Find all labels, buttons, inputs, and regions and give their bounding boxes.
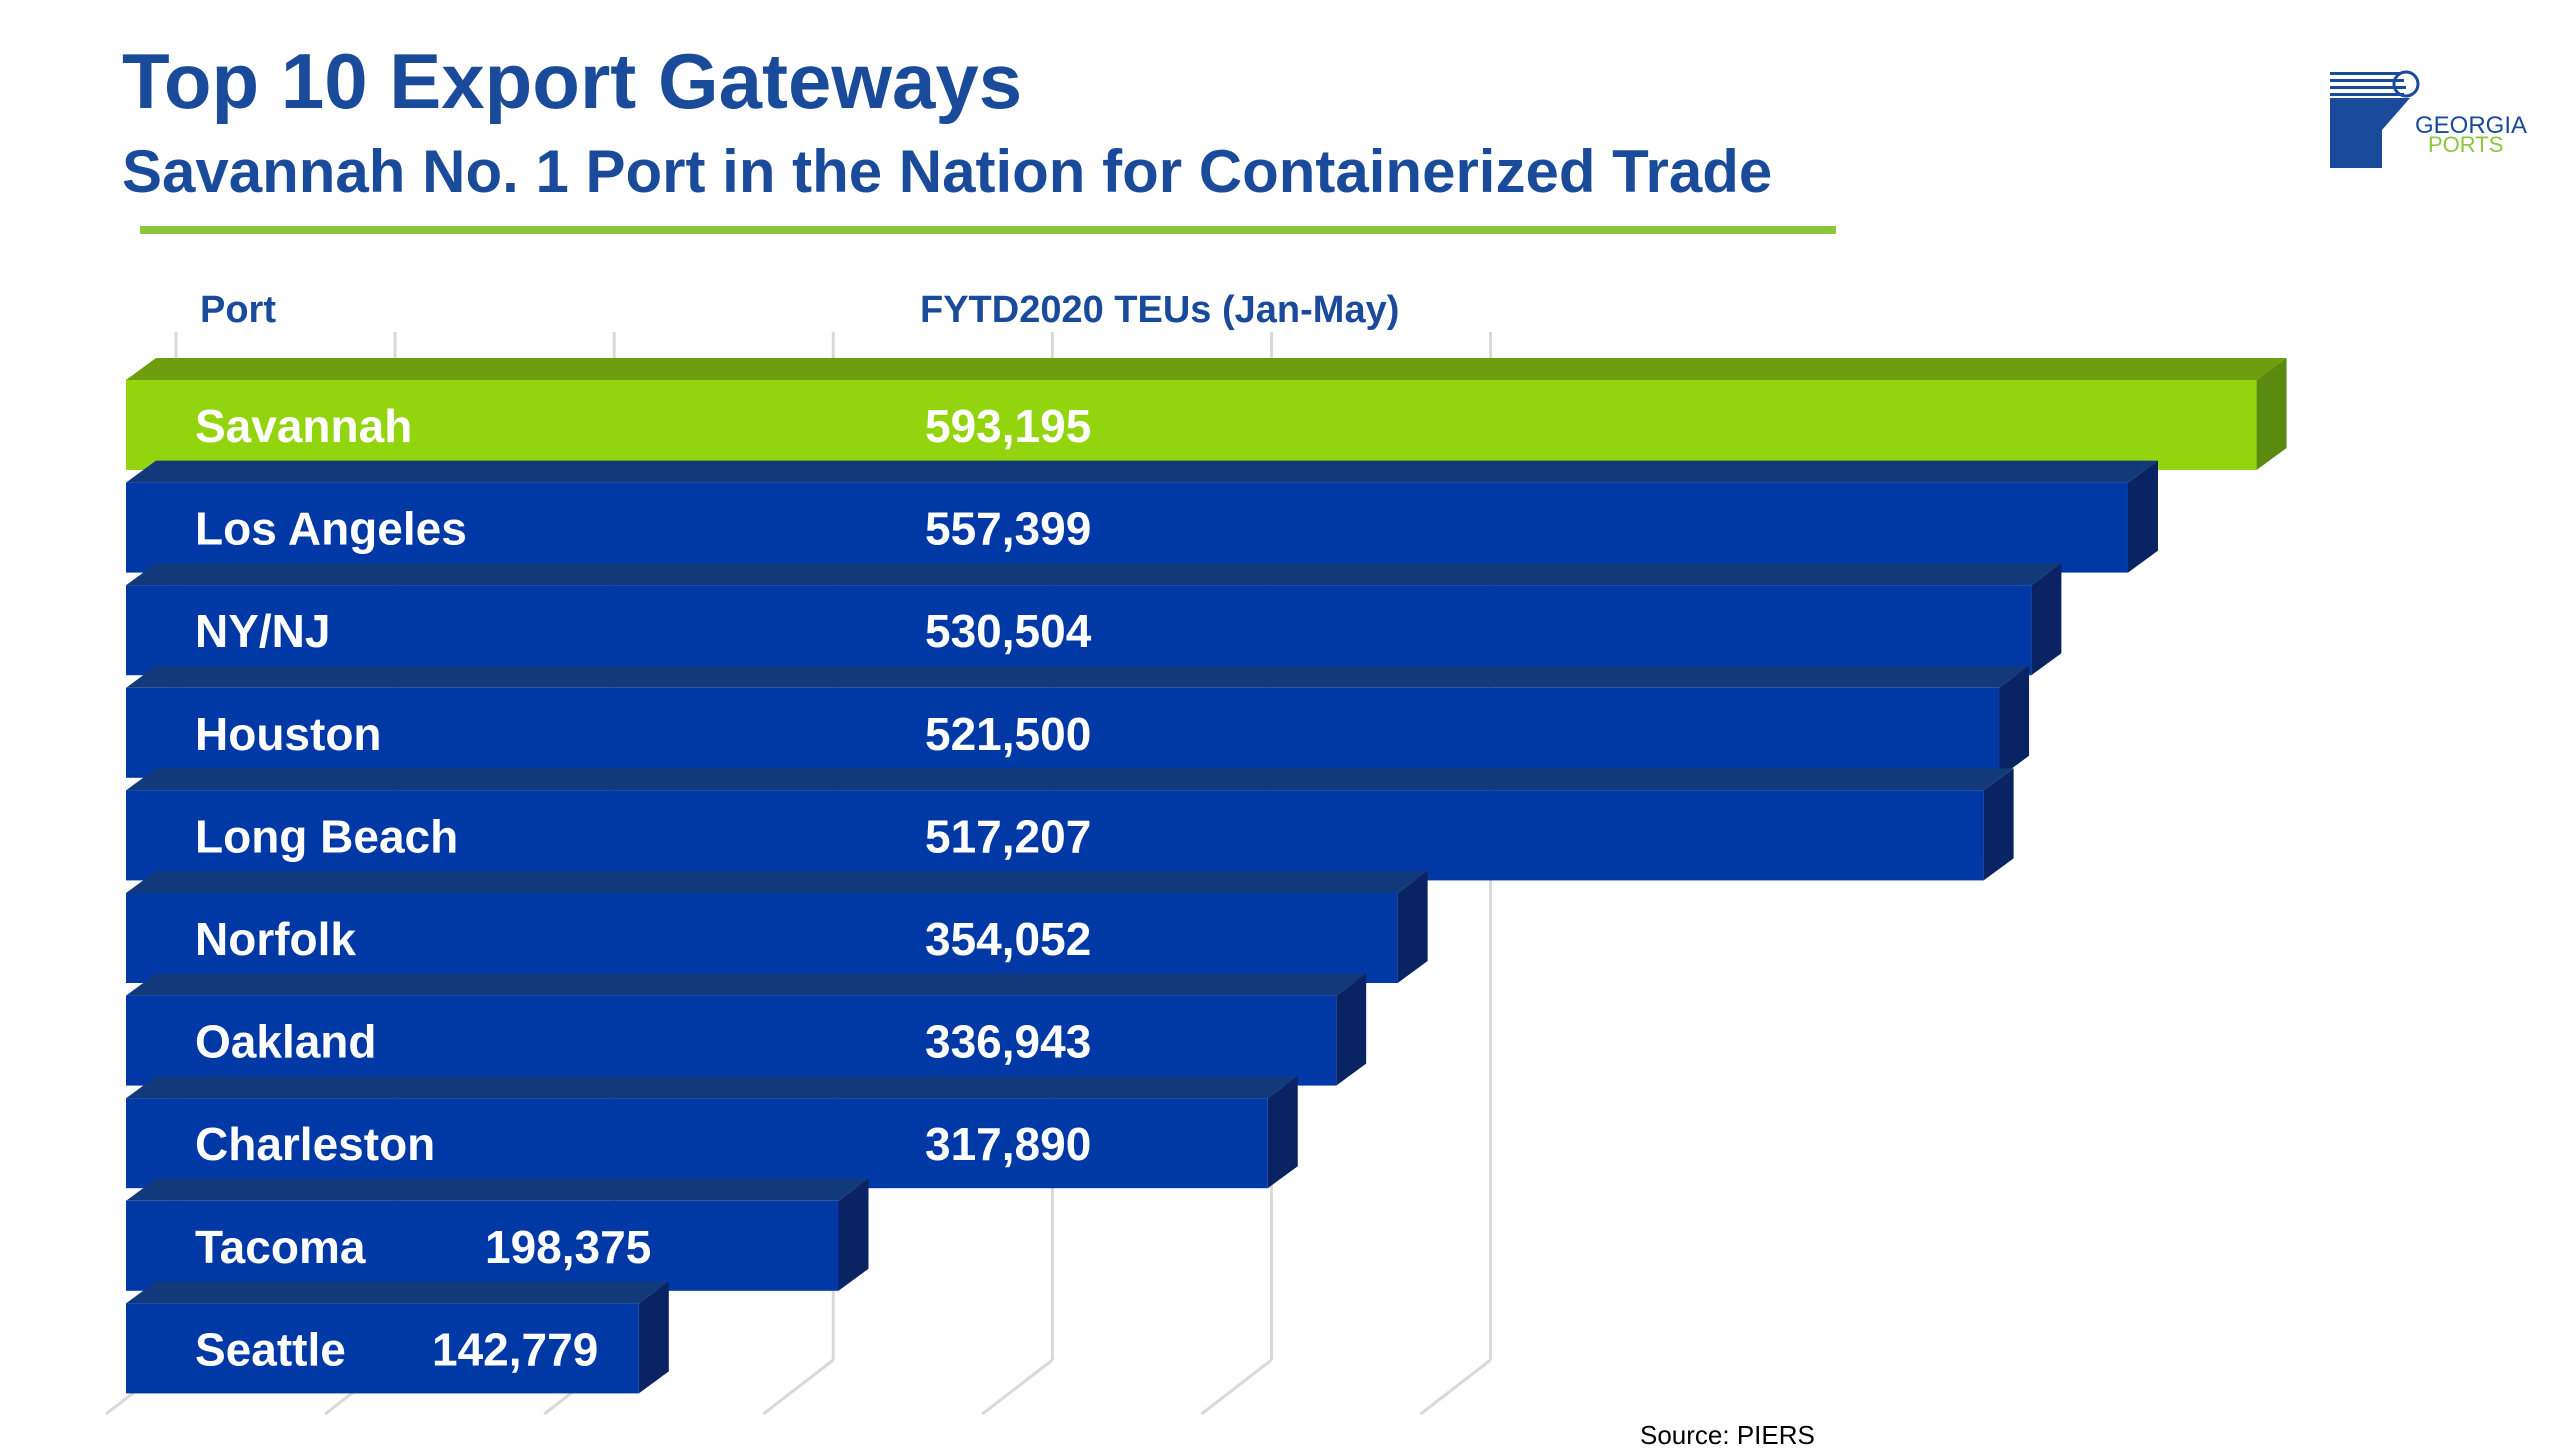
logo-text-ports: PORTS (2428, 132, 2504, 157)
category-label: Los Angeles (195, 503, 467, 555)
bar-front-face (126, 380, 2257, 470)
bar-seattle: Seattle 142,779 (126, 1281, 669, 1394)
page-title: Top 10 Export Gateways (122, 37, 1023, 125)
bar-front-face (126, 1303, 639, 1394)
bar-tacoma: Tacoma 198,375 (126, 1178, 869, 1291)
category-label: Savannah (195, 400, 412, 452)
value-label: 354,052 (925, 913, 1091, 965)
category-label: Houston (195, 708, 382, 760)
chart-bars: Savannah 593,195 Los Angeles 557,399 NY/NJ 53… (126, 358, 2287, 1394)
bar-side-face (2256, 358, 2287, 470)
bar-side-face (1983, 768, 2014, 881)
category-label: NY/NJ (195, 605, 330, 657)
bar-top-face (126, 563, 2062, 586)
bar-side-face (1267, 1076, 1298, 1189)
bar-top-face (126, 871, 1428, 893)
bar-top-face (126, 665, 2030, 688)
bar-front-face (126, 790, 1984, 881)
value-label: 336,943 (925, 1016, 1091, 1068)
bar-side-face (638, 1281, 669, 1394)
bar-side-face (838, 1178, 869, 1291)
category-label: Oakland (195, 1016, 377, 1068)
bar-ny-nj: NY/NJ 530,504 (126, 563, 2062, 676)
bar-side-face (1397, 871, 1428, 983)
bar-houston: Houston 521,500 (126, 665, 2030, 778)
column-header: FYTD2020 TEUs (Jan-May) (920, 289, 1399, 331)
bar-front-face (126, 585, 2032, 676)
bar-front-face (126, 1200, 839, 1291)
bar-front-face (126, 995, 1337, 1086)
bar-front-face (126, 893, 1398, 983)
bar-top-face (126, 358, 2287, 380)
value-label: 142,779 (432, 1323, 598, 1375)
bar-front-face (126, 1098, 1268, 1189)
bar-long-beach: Long Beach 517,207 (126, 768, 2014, 881)
accent-divider (140, 226, 1836, 234)
category-label: Norfolk (195, 913, 356, 965)
bar-side-face (2127, 460, 2158, 573)
value-label: 521,500 (925, 708, 1091, 760)
logo-mark-icon (2330, 70, 2420, 168)
bar-side-face (2031, 563, 2062, 676)
bar-norfolk: Norfolk 354,052 (126, 871, 1428, 983)
value-label: 517,207 (925, 810, 1091, 862)
bar-front-face (126, 482, 2128, 573)
bar-oakland: Oakland 336,943 (126, 973, 1367, 1086)
logo-text-georgia: GEORGIA (2415, 112, 2528, 139)
column-header: Port (200, 289, 276, 331)
bar-side-face (1999, 665, 2030, 778)
floor-gridline (1200, 1358, 1273, 1416)
category-label: Tacoma (195, 1221, 366, 1273)
bar-top-face (126, 1281, 669, 1304)
value-label: 530,504 (925, 605, 1092, 657)
value-label: 557,399 (925, 503, 1091, 555)
value-label: 593,195 (925, 400, 1091, 452)
floor-gridline (981, 1358, 1054, 1416)
bar-top-face (126, 768, 2014, 791)
chart-column-headers: Port FYTD2020 TEUs (Jan-May) (200, 289, 1399, 331)
bar-side-face (1336, 973, 1367, 1086)
bar-top-face (126, 973, 1367, 996)
bar-los-angeles: Los Angeles 557,399 (126, 460, 2158, 573)
georgia-ports-logo: GEORGIA PORTS (2320, 68, 2540, 178)
page-subtitle: Savannah No. 1 Port in the Nation for Co… (122, 138, 1773, 205)
category-label: Seattle (195, 1323, 346, 1375)
bar-top-face (126, 1178, 869, 1201)
bar-front-face (126, 687, 2000, 778)
value-label: 198,375 (485, 1221, 651, 1273)
category-label: Charleston (195, 1118, 435, 1170)
bar-top-face (126, 460, 2158, 483)
source-note: Source: PIERS (1640, 1420, 1815, 1450)
bar-savannah: Savannah 593,195 (126, 358, 2287, 470)
bar-charleston: Charleston 317,890 (126, 1076, 1298, 1189)
floor-gridline (762, 1358, 835, 1416)
floor-gridline (1419, 1358, 1492, 1416)
bar-top-face (126, 1076, 1298, 1099)
category-label: Long Beach (195, 810, 458, 862)
value-label: 317,890 (925, 1118, 1091, 1170)
